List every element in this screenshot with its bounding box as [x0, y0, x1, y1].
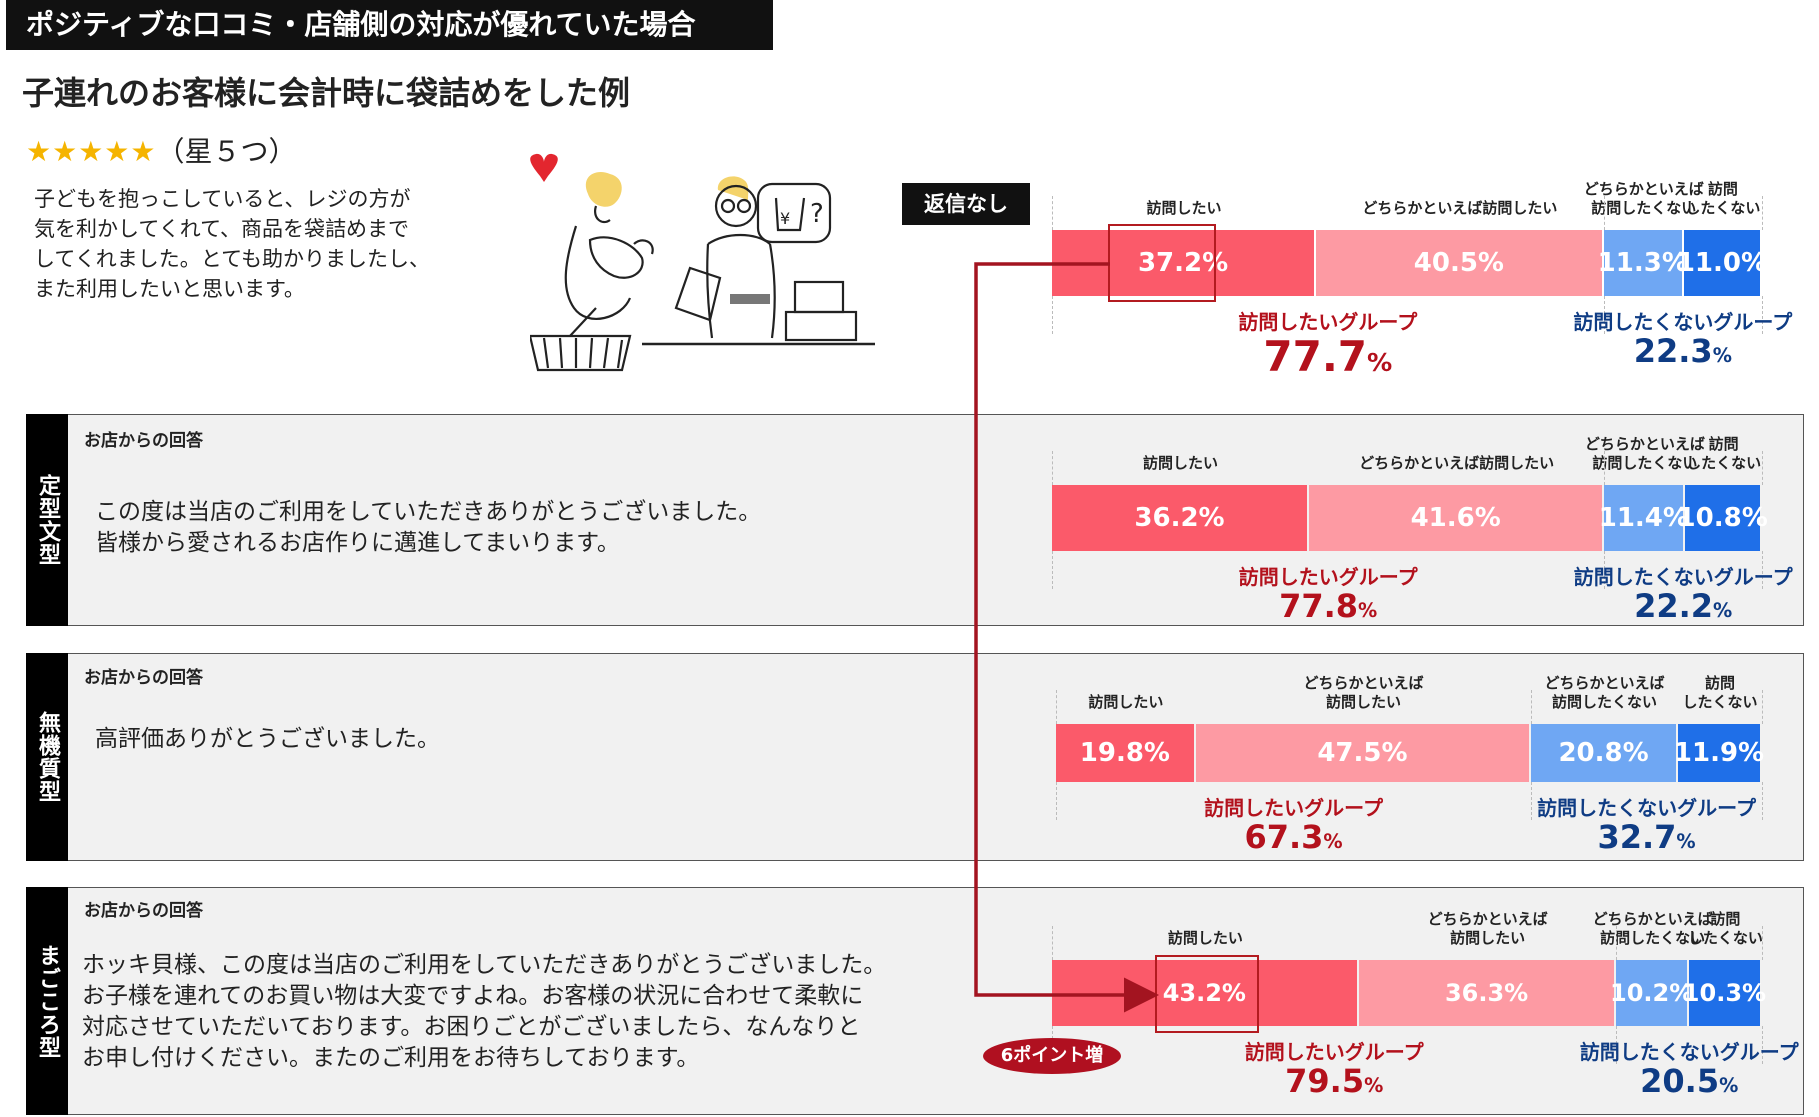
response-label: お店からの回答: [84, 431, 203, 451]
response-line: ホッキ貝様、この度は当店のご利用をしていただきありがとうございました。: [82, 952, 887, 978]
no-reply-label: 返信なし: [902, 183, 1030, 225]
mother-with-baby-icon: [564, 172, 654, 320]
response-label: お店からの回答: [84, 901, 203, 921]
response-line: 対応させていただいております。お困りごとがございましたら、なんなりと: [82, 1014, 861, 1040]
review-line: 気を利かしてくれて、商品を袋詰めまで: [34, 217, 410, 241]
response-text-magokoro: ホッキ貝様、この度は当店のご利用をしていただきありがとうございました。 お子様を…: [82, 950, 886, 1074]
response-line: 高評価ありがとうございました。: [95, 726, 440, 752]
review-text: 子どもを抱っこしていると、レジの方が 気を利かしてくれて、商品を袋詰めまで して…: [34, 184, 514, 304]
response-text-teikei: この度は当店のご利用をしていただきありがとうございました。 皆様から愛されるお店…: [95, 497, 761, 559]
header-title: ポジティブな口コミ・店舗側の対応が優れていた場合: [6, 0, 773, 50]
svg-text:¥: ¥: [780, 209, 790, 228]
register-icon: [784, 280, 858, 342]
star-rating: ★★★★★（星５つ）: [26, 130, 297, 170]
checkout-illustration: ¥ ?: [530, 153, 875, 372]
review-line: また利用したいと思います。: [34, 277, 305, 301]
star-caption: （星５つ）: [156, 135, 297, 168]
heart-icon: [530, 153, 558, 182]
response-line: お申し付けください。またのご利用をお待ちしております。: [82, 1045, 700, 1071]
increase-badge: 6ポイント増: [983, 1038, 1121, 1074]
thought-bubble-icon: ¥ ?: [756, 182, 832, 244]
review-line: 子どもを抱っこしていると、レジの方が: [34, 187, 411, 211]
section-tab-mukishitsu: 無機質型: [26, 653, 68, 861]
response-text-mukishitsu: 高評価ありがとうございました。: [95, 724, 440, 755]
response-line: この度は当店のご利用をしていただきありがとうございました。: [95, 499, 762, 525]
section-tab-magokoro: まごころ型: [26, 887, 68, 1115]
section-tab-teikei: 定型文型: [26, 414, 68, 626]
response-label: お店からの回答: [84, 668, 203, 688]
page-subtitle: 子連れのお客様に会計時に袋詰めをした例: [22, 74, 631, 112]
response-line: お子様を連れてのお買い物は大変ですよね。お客様の状況に合わせて柔軟に: [82, 983, 864, 1009]
response-line: 皆様から愛されるお店作りに邁進してまいります。: [95, 530, 620, 556]
star-icons: ★★★★★: [26, 135, 157, 168]
review-line: してくれました。とても助かりましたし、: [34, 247, 431, 271]
basket-icon: [530, 307, 632, 372]
svg-text:?: ?: [810, 199, 824, 229]
